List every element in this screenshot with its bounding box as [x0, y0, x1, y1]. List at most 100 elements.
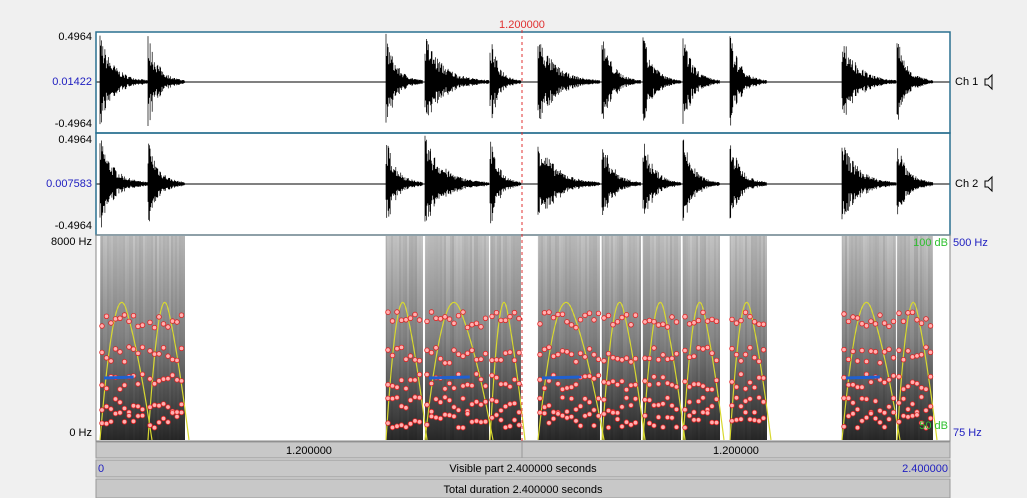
visible-start: 0: [98, 463, 104, 475]
formant-point: [438, 400, 443, 405]
formant-point: [395, 395, 400, 400]
formant-point: [748, 345, 753, 350]
formant-point: [696, 382, 701, 387]
formant-point: [140, 323, 145, 328]
formant-point: [864, 359, 869, 364]
formant-point: [592, 318, 597, 323]
formant-point: [104, 356, 109, 361]
formant-point: [479, 420, 484, 425]
ch1-speaker-icon[interactable]: [985, 75, 992, 89]
formant-point: [602, 412, 607, 417]
formant-point: [104, 314, 109, 319]
formant-point: [161, 346, 166, 351]
formant-point: [592, 423, 597, 428]
formant-point: [851, 383, 856, 388]
formant-point: [696, 346, 701, 351]
formant-point: [161, 416, 166, 421]
formant-point: [730, 346, 735, 351]
formant-point: [152, 425, 157, 430]
formant-point: [508, 402, 513, 407]
formant-point: [122, 359, 127, 364]
formant-point: [399, 318, 404, 323]
formant-point: [714, 358, 719, 363]
formant-point: [560, 413, 565, 418]
formant-point: [100, 350, 105, 355]
formant-point: [919, 321, 924, 326]
formant-point: [447, 317, 452, 322]
formant-point: [179, 379, 184, 384]
formant-point: [560, 387, 565, 392]
formant-point: [882, 380, 887, 385]
ch2-speaker-icon[interactable]: [985, 177, 992, 191]
formant-point: [569, 352, 574, 357]
formant-point: [499, 358, 504, 363]
formant-point: [517, 350, 522, 355]
formant-point: [512, 377, 517, 382]
formant-point: [924, 317, 929, 322]
formant-point: [113, 347, 118, 352]
formant-point: [574, 382, 579, 387]
formant-point: [906, 349, 911, 354]
formant-point: [438, 356, 443, 361]
formant-point: [734, 418, 739, 423]
formant-point: [860, 321, 865, 326]
formant-point: [860, 419, 865, 424]
formant-point: [752, 320, 757, 325]
formant-point: [665, 396, 670, 401]
formant-point: [611, 410, 616, 415]
formant-point: [629, 403, 634, 408]
formant-point: [915, 381, 920, 386]
formant-point: [483, 419, 488, 424]
formant-point: [901, 414, 906, 419]
formant-point: [864, 415, 869, 420]
formant-point: [602, 316, 607, 321]
formant-point: [100, 383, 105, 388]
formant-point: [456, 425, 461, 430]
formant-point: [739, 359, 744, 364]
formant-point: [113, 317, 118, 322]
formant-point: [596, 414, 601, 419]
formant-point: [901, 387, 906, 392]
formant-point: [882, 425, 887, 430]
formant-point: [152, 403, 157, 408]
formant-point: [906, 384, 911, 389]
formant-point: [714, 319, 719, 324]
formant-point: [683, 425, 688, 430]
formant-point: [647, 382, 652, 387]
formant-point: [170, 319, 175, 324]
formant-point: [928, 374, 933, 379]
formant-point: [136, 414, 141, 419]
formant-point: [730, 419, 735, 424]
formant-point: [456, 352, 461, 357]
formant-point: [855, 407, 860, 412]
formant-point: [674, 425, 679, 430]
formant-point: [842, 347, 847, 352]
formant-point: [687, 385, 692, 390]
formant-point: [661, 322, 666, 327]
cursor-time: 1.200000: [499, 19, 545, 31]
ch1-min: -0.4964: [55, 118, 92, 130]
formant-point: [633, 356, 638, 361]
formant-point: [474, 419, 479, 424]
formant-point: [705, 411, 710, 416]
formant-point: [157, 420, 162, 425]
formant-point: [179, 402, 184, 407]
formant-point: [417, 358, 422, 363]
formant-point: [109, 407, 114, 412]
formant-point: [869, 349, 874, 354]
formant-point: [456, 408, 461, 413]
formant-point: [701, 347, 706, 352]
formant-point: [633, 420, 638, 425]
formant-point: [399, 423, 404, 428]
formant-point: [674, 352, 679, 357]
formant-point: [404, 406, 409, 411]
formant-point: [179, 346, 184, 351]
formant-point: [687, 413, 692, 418]
formant-point: [602, 359, 607, 364]
formant-point: [643, 413, 648, 418]
formant-point: [452, 321, 457, 326]
formant-point: [851, 411, 856, 416]
formant-point: [490, 314, 495, 319]
formant-point: [910, 402, 915, 407]
formant-point: [855, 425, 860, 430]
